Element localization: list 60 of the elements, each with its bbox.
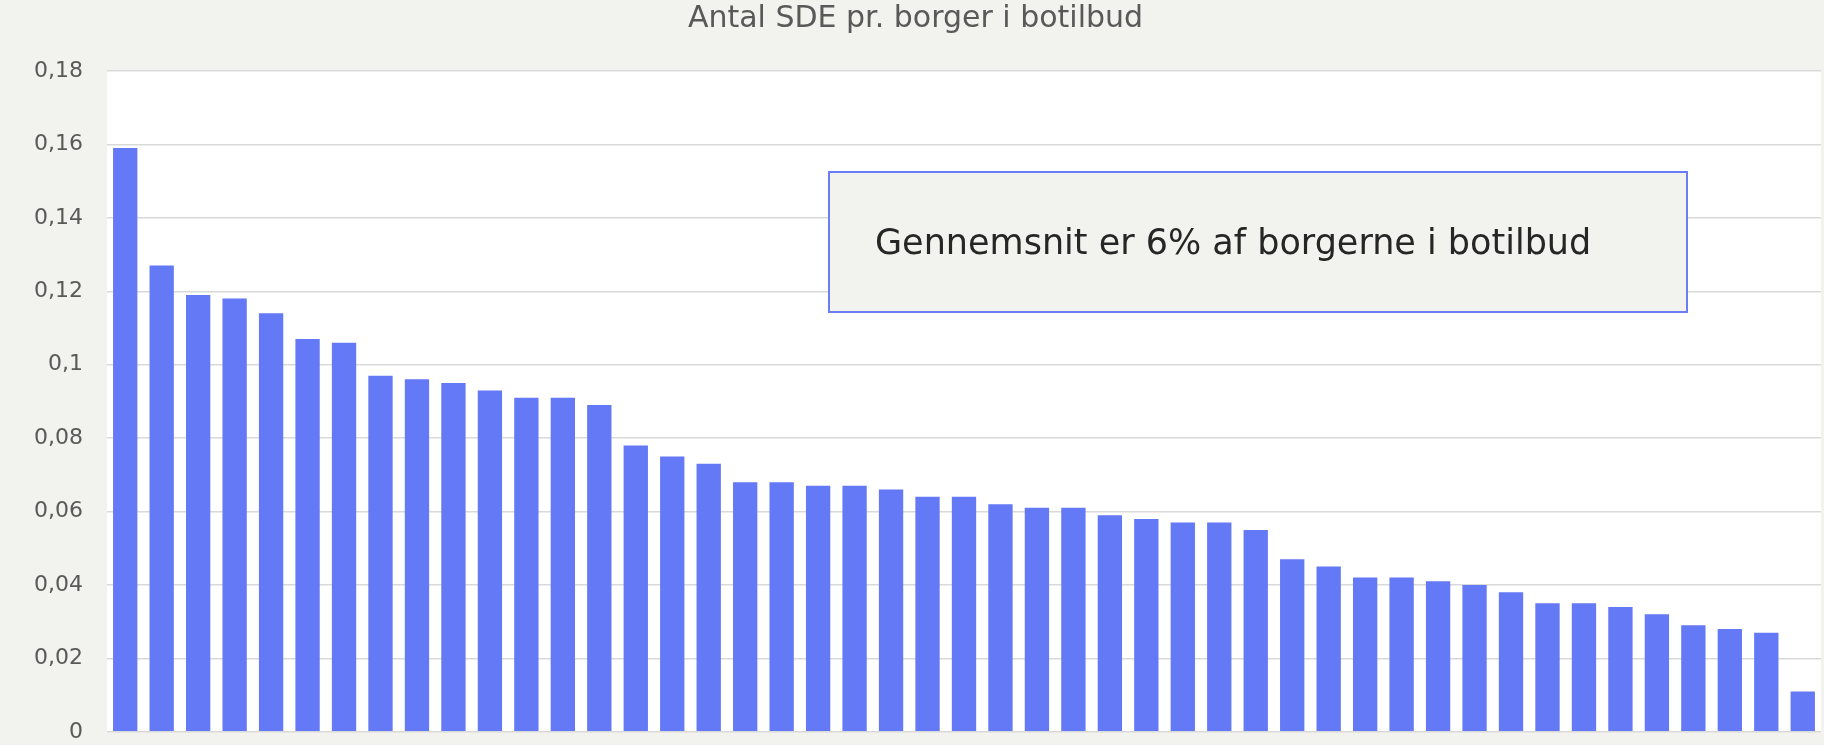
bar bbox=[878, 489, 904, 732]
bar bbox=[258, 313, 284, 732]
bar bbox=[1425, 581, 1451, 732]
bar bbox=[1790, 691, 1815, 732]
bar bbox=[1097, 515, 1123, 732]
bar bbox=[331, 342, 357, 732]
y-tick-label: 0,02 bbox=[34, 644, 83, 670]
bar bbox=[1170, 522, 1195, 732]
bar bbox=[1535, 603, 1560, 732]
bar bbox=[915, 496, 940, 732]
note-frame: Gennemsnit er 6% af borgerne i botilbud bbox=[828, 171, 1688, 313]
bar bbox=[1717, 629, 1742, 732]
bar bbox=[149, 265, 174, 732]
bar bbox=[185, 294, 211, 732]
bar bbox=[988, 504, 1013, 732]
y-tick-label: 0,1 bbox=[47, 350, 83, 376]
y-tick-label: 0,16 bbox=[34, 130, 83, 156]
bar bbox=[368, 375, 393, 732]
bar bbox=[769, 482, 794, 732]
bar bbox=[805, 485, 831, 732]
y-tick-label: 0,18 bbox=[34, 56, 83, 82]
bar bbox=[1389, 577, 1414, 732]
bar bbox=[222, 298, 247, 732]
bar bbox=[441, 383, 466, 732]
bar bbox=[842, 485, 867, 732]
bar bbox=[733, 482, 758, 732]
bar bbox=[1207, 522, 1232, 732]
bar bbox=[1316, 566, 1341, 732]
bar bbox=[623, 445, 648, 732]
bar bbox=[113, 148, 138, 732]
chart-title: Antal SDE pr. borger i botilbud bbox=[687, 0, 1144, 34]
annotation: Gennemsnit er 6% af borgerne i botilbud bbox=[875, 222, 1592, 262]
bar bbox=[696, 463, 721, 732]
bar bbox=[587, 405, 612, 732]
bar bbox=[295, 338, 320, 732]
bar bbox=[404, 379, 430, 732]
bar bbox=[1280, 559, 1305, 732]
y-tick-label: 0,12 bbox=[34, 276, 83, 302]
y-tick-label: 0,14 bbox=[34, 203, 83, 229]
y-tick-label: 0,04 bbox=[34, 570, 83, 596]
bar bbox=[1134, 518, 1159, 732]
bar bbox=[1608, 606, 1633, 732]
bar bbox=[660, 456, 685, 732]
bar bbox=[1352, 577, 1378, 732]
bar bbox=[1681, 625, 1706, 732]
y-tick-label: 0 bbox=[68, 717, 83, 743]
y-tick-label: 0,06 bbox=[34, 497, 83, 523]
bar bbox=[514, 397, 539, 732]
y-tick-label: 0,08 bbox=[34, 423, 83, 449]
bar bbox=[1061, 507, 1086, 732]
bar bbox=[1462, 584, 1487, 732]
bar bbox=[1498, 592, 1524, 732]
bar bbox=[1571, 603, 1597, 732]
bar bbox=[951, 496, 977, 732]
bar bbox=[1024, 507, 1050, 732]
bar bbox=[477, 390, 503, 732]
bar bbox=[1644, 614, 1670, 732]
bar bbox=[1243, 529, 1268, 732]
bar bbox=[1754, 632, 1779, 732]
bar bbox=[550, 397, 575, 732]
